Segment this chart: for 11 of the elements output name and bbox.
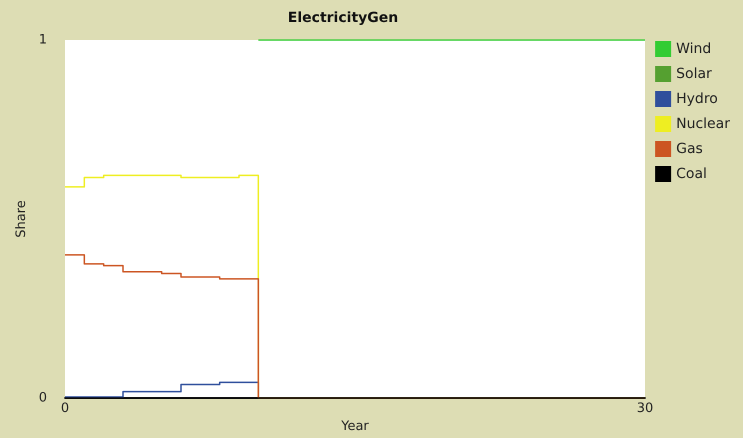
legend-label: Gas [676,141,703,157]
legend-label: Hydro [676,91,718,107]
chart-title: ElectricityGen [288,10,398,26]
y-tick-label: 1 [38,32,47,48]
legend-label: Wind [676,41,712,57]
legend-label: Coal [676,166,707,182]
x-axis-title: Year [340,419,370,434]
x-tick-label: 30 [636,401,654,416]
y-axis-title: Share [14,200,29,238]
legend-label: Nuclear [676,116,730,132]
legend-label: Solar [676,66,712,82]
